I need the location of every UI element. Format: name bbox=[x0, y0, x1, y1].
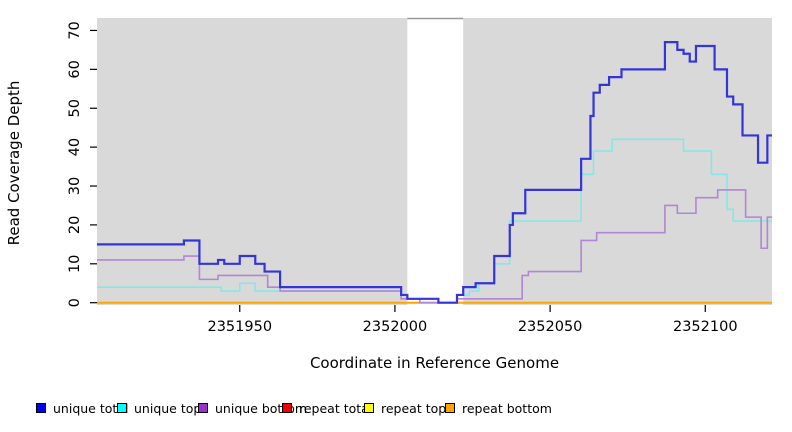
legend-label-unique-total: unique total bbox=[53, 400, 129, 416]
y-tick-label: 30 bbox=[67, 177, 83, 195]
series-unique-total bbox=[97, 41, 772, 304]
y-tick-label: 50 bbox=[67, 99, 83, 117]
legend-label-repeat-top: repeat top bbox=[381, 400, 447, 416]
legend-swatch-unique-total bbox=[36, 403, 46, 413]
coverage-plot: 2351950 2352000 2352050 2352100 0 10 20 30 40 50 6… bbox=[67, 17, 772, 335]
x-axis-title: Coordinate in Reference Genome bbox=[309, 354, 560, 372]
y-tick-label: 40 bbox=[67, 138, 83, 156]
x-tick-label: 2352100 bbox=[673, 319, 738, 335]
legend-swatch-repeat-bottom bbox=[445, 403, 455, 413]
y-tick-label: 70 bbox=[67, 21, 83, 39]
legend-item-repeat-bottom: repeat bottom bbox=[445, 399, 552, 417]
masked-region-band bbox=[407, 18, 464, 305]
x-tick-label: 2351950 bbox=[207, 319, 272, 335]
legend-item-unique-total: unique total bbox=[36, 399, 128, 417]
y-tick-label: 0 bbox=[67, 298, 83, 307]
legend-item-repeat-total: repeat total bbox=[282, 399, 372, 417]
y-tick-label: 10 bbox=[67, 255, 83, 273]
series-unique-bottom bbox=[97, 189, 772, 304]
y-axis-title: Read Coverage Depth bbox=[5, 80, 23, 246]
y-tick-label: 60 bbox=[67, 60, 83, 78]
legend-label-repeat-bottom: repeat bottom bbox=[462, 400, 552, 416]
x-tick-label: 2352050 bbox=[518, 319, 583, 335]
legend: unique total unique top unique bottom re… bbox=[0, 399, 792, 423]
legend-swatch-repeat-total bbox=[282, 403, 292, 413]
legend-item-unique-top: unique top bbox=[117, 399, 201, 417]
legend-swatch-unique-bottom bbox=[198, 403, 208, 413]
y-tick-label: 20 bbox=[67, 216, 83, 234]
x-tick-label: 2352000 bbox=[363, 319, 428, 335]
legend-swatch-unique-top bbox=[117, 403, 127, 413]
legend-swatch-repeat-top bbox=[364, 403, 374, 413]
legend-label-repeat-total: repeat total bbox=[299, 400, 373, 416]
legend-item-repeat-top: repeat top bbox=[364, 399, 446, 417]
legend-label-unique-top: unique top bbox=[134, 400, 202, 416]
